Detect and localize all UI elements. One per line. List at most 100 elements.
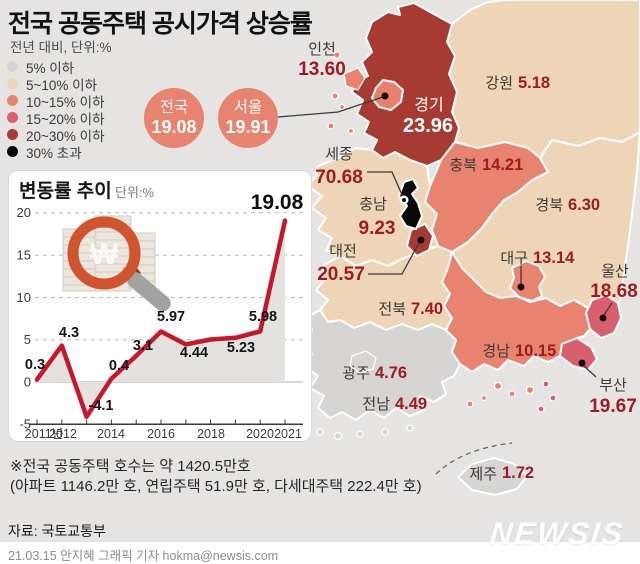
value-daegu: 13.14 <box>533 249 575 267</box>
x-axis-labels: 2011년 2012 2014 2016 2018 2020 2021 <box>25 427 302 441</box>
value-jeonbuk: 7.40 <box>411 300 443 318</box>
legend-swatch-icon <box>7 95 18 106</box>
label-ulsan: 울산 <box>601 263 629 280</box>
value-ulsan: 18.68 <box>590 281 638 302</box>
legend-item: 15~20% 이하 <box>6 109 105 127</box>
value-daejeon: 20.57 <box>317 264 365 285</box>
value-chungnam: 9.23 <box>359 218 396 239</box>
footnote-line2: (아파트 1146.2만 호, 연립주택 51.9만 호, 다세대주택 222.… <box>10 478 422 495</box>
leader-lines <box>277 92 613 378</box>
legend-label: 5~10% 이하 <box>26 77 98 93</box>
x-tick: 2014 <box>97 427 125 441</box>
y-tick: 15 <box>17 248 31 263</box>
trend-line-series <box>34 218 288 419</box>
legend-item: 10~15% 이하 <box>6 92 105 110</box>
ulsan-leader-line <box>603 302 613 316</box>
byline-strip <box>0 542 640 564</box>
legend-swatch-icon <box>7 61 18 72</box>
point-label: -4.1 <box>89 398 114 414</box>
value-gyeongnam: 10.15 <box>515 342 556 360</box>
label-chungnam: 충남 <box>359 196 387 213</box>
trend-chart-card: 변동률 추이 단위:% 20 15 10 5 0 -5 <box>8 170 312 442</box>
x-axis-ticks <box>36 419 286 425</box>
color-legend: 5% 이하 5~10% 이하 10~15% 이하 15~20% 이하 20~30… <box>6 58 105 161</box>
legend-item: 5~10% 이하 <box>6 75 105 93</box>
region-daegu <box>509 260 546 302</box>
won-symbol-icon: ₩ <box>90 238 119 271</box>
point-label: 3.1 <box>133 338 153 354</box>
ulsan-dot <box>599 314 607 322</box>
badge-seoul-circle <box>218 88 278 148</box>
legend-item: 30% 초과 <box>6 143 105 161</box>
legend-swatch-icon <box>7 146 18 157</box>
jeju-dashed-boundary <box>435 442 513 475</box>
badge-nation-circle <box>144 88 204 148</box>
legend-label: 15~20% 이하 <box>26 111 105 127</box>
point-label: 4.3 <box>59 325 79 341</box>
daegu-dot <box>517 283 525 291</box>
label-jeju: 제주 <box>469 466 497 483</box>
trend-line-chart: 20 15 10 5 0 -5 <box>17 191 304 441</box>
region-busan <box>559 337 598 371</box>
label-gangwon: 강원 <box>485 75 513 92</box>
page-subtitle: 전년 대비, 단위:% <box>10 40 112 55</box>
y-tick: 10 <box>17 290 31 305</box>
region-sejong <box>398 178 423 230</box>
legend-item: 20~30% 이하 <box>6 126 105 144</box>
y-axis-labels: 20 15 10 5 0 -5 <box>17 205 31 432</box>
label-chungbuk: 충북 <box>449 157 477 174</box>
chart-unit-label: 단위:% <box>115 185 155 200</box>
y-tick: 0 <box>24 374 31 389</box>
x-tick: 2012 <box>49 427 77 441</box>
badge-nation-label: 전국 <box>160 98 189 116</box>
point-label: 0.4 <box>109 358 129 374</box>
point-label: 5.23 <box>227 340 255 356</box>
x-tick: 2018 <box>197 427 225 441</box>
south-coast-pink-islands <box>537 380 557 413</box>
value-incheon: 13.60 <box>298 59 346 80</box>
seoul-leader-line <box>277 96 384 118</box>
source-credit: 자료: 국토교통부 <box>8 523 106 539</box>
y-tick: 5 <box>24 332 31 347</box>
badge-nation-value: 19.08 <box>151 117 196 137</box>
legend-label: 30% 초과 <box>26 145 82 161</box>
x-tick: 2016 <box>147 427 175 441</box>
value-jeonnam: 4.49 <box>395 395 427 413</box>
apartment-magnifier-illustration: ₩ <box>62 215 171 312</box>
legend-item: 5% 이하 <box>6 58 105 76</box>
x-tick: 2011년 <box>25 427 63 441</box>
region-incheon <box>327 51 366 135</box>
value-busan: 19.67 <box>589 396 637 417</box>
legend-label: 10~15% 이하 <box>26 94 105 110</box>
label-gwangju: 광주 <box>342 365 370 382</box>
value-sejong: 70.68 <box>315 167 363 188</box>
region-chungbuk <box>424 141 549 253</box>
label-daejeon: 대전 <box>329 243 357 260</box>
label-gyeongnam: 경남 <box>482 343 510 360</box>
region-gwangju <box>349 350 377 374</box>
point-label: 0.3 <box>25 357 45 373</box>
value-chungbuk: 14.21 <box>482 156 523 174</box>
badge-seoul-value: 19.91 <box>225 117 270 137</box>
label-gyeongbuk: 경북 <box>535 197 563 214</box>
footnote-line1: ※전국 공동주택 호수는 약 1420.5만호 <box>10 458 251 475</box>
point-label: 5.97 <box>157 309 185 325</box>
legend-label: 5% 이하 <box>26 60 75 76</box>
daejeon-dot <box>417 236 425 244</box>
region-jeonnam <box>301 309 461 421</box>
chart-title: 변동률 추이 <box>19 181 112 202</box>
byline-text: 21.03.15 안지혜 그래픽 기자 hokma@newsis.com <box>8 549 279 563</box>
region-jeju <box>457 457 528 496</box>
label-sejong: 세종 <box>325 146 353 163</box>
legend-swatch-icon <box>7 129 18 140</box>
value-jeju: 1.72 <box>502 464 534 482</box>
label-busan: 부산 <box>599 377 627 394</box>
region-gyeonggi <box>351 2 460 167</box>
point-label: 4.44 <box>180 345 208 361</box>
busan-leader-line <box>583 365 597 378</box>
seoul-dot <box>381 92 389 100</box>
x-tick: 2021 <box>274 427 302 441</box>
value-gangwon: 5.18 <box>518 74 550 92</box>
